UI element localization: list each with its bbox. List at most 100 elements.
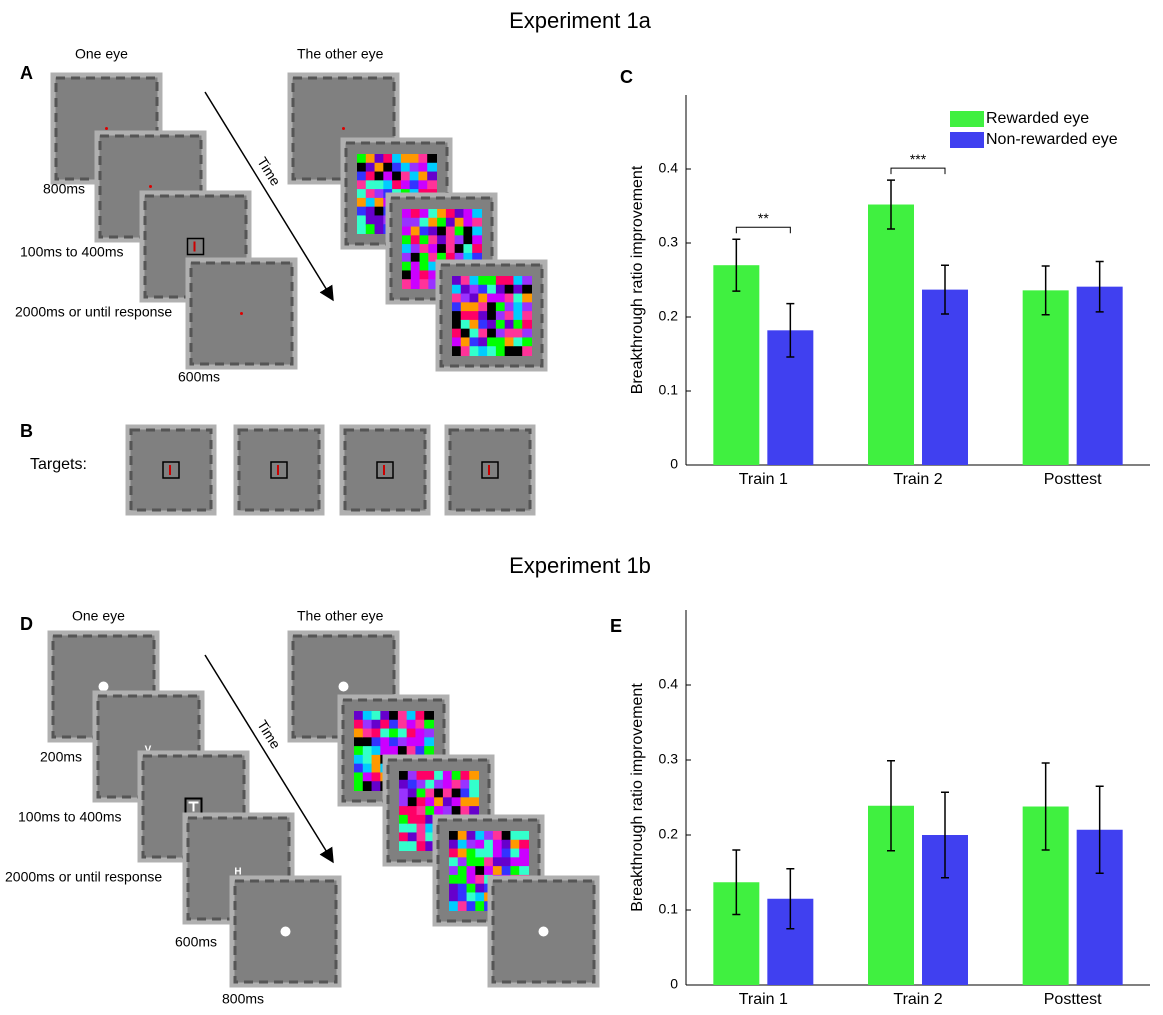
mask-patch: [467, 857, 477, 867]
mask-patch: [478, 276, 488, 286]
panel-letter: B: [20, 421, 33, 441]
mask-patch: [496, 302, 506, 312]
mask-patch: [496, 329, 506, 339]
mask-patch: [472, 227, 482, 237]
mask-patch: [458, 831, 468, 841]
mask-patch: [510, 866, 520, 876]
mask-patch: [407, 711, 417, 721]
stimulus-frame: [490, 878, 597, 985]
mask-patch: [496, 276, 506, 286]
mask-patch: [411, 244, 421, 254]
mask-patch: [449, 875, 459, 885]
legend-label: Rewarded eye: [986, 110, 1089, 127]
mask-patch: [478, 329, 488, 339]
mask-patch: [469, 789, 479, 799]
mask-patch: [452, 346, 462, 356]
mask-patch: [522, 285, 532, 295]
mask-patch: [401, 172, 411, 182]
stimulus-frame: [236, 427, 322, 513]
mask-patch: [502, 840, 512, 850]
mask-patch: [519, 866, 529, 876]
targets-label: Targets:: [30, 456, 87, 473]
mask-patch: [417, 780, 427, 790]
mask-patch: [375, 198, 385, 208]
mask-patch: [357, 207, 367, 217]
mask-patch: [417, 815, 427, 825]
mask-patch: [484, 840, 494, 850]
mask-patch: [458, 875, 468, 885]
duration-label: 600ms: [178, 369, 220, 385]
mask-patch: [496, 320, 506, 330]
y-tick-label: 0.2: [659, 826, 679, 842]
experiment-title: Experiment 1a: [509, 8, 652, 33]
mask-patch: [417, 824, 427, 834]
mask-patch: [478, 346, 488, 356]
mask-patch: [415, 729, 425, 739]
mask-patch: [383, 163, 393, 173]
mask-patch: [415, 746, 425, 756]
mask-patch: [372, 764, 382, 774]
mask-patch: [375, 189, 385, 199]
mask-patch: [363, 746, 373, 756]
mask-patch: [452, 285, 462, 295]
mask-patch: [354, 711, 364, 721]
y-tick-label: 0.2: [659, 308, 679, 324]
mask-patch: [467, 884, 477, 894]
mask-patch: [452, 797, 462, 807]
mask-patch: [452, 780, 462, 790]
duration-label: 100ms to 400ms: [18, 809, 122, 825]
mask-patch: [463, 244, 473, 254]
significance-bracket: [736, 227, 790, 233]
mask-patch: [380, 720, 390, 730]
x-tick-label: Posttest: [1044, 471, 1102, 488]
mask-patch: [455, 218, 465, 228]
mask-patch: [469, 806, 479, 816]
mask-patch: [475, 901, 485, 911]
mask-patch: [455, 235, 465, 245]
mask-patch: [460, 771, 470, 781]
panel-letter: E: [610, 616, 622, 636]
label: The other eye: [297, 608, 384, 624]
mask-patch: [470, 285, 480, 295]
mask-patch: [505, 276, 515, 286]
mask-patch: [389, 737, 399, 747]
stimulus-frame: [128, 427, 214, 513]
mask-patch: [461, 320, 471, 330]
mask-patch: [467, 849, 477, 859]
mask-patch: [449, 892, 459, 902]
fixation: [99, 682, 109, 692]
mask-patch: [399, 841, 409, 851]
mask-patch: [505, 294, 515, 304]
mask-patch: [380, 729, 390, 739]
mask-patch: [467, 892, 477, 902]
mask-patch: [357, 163, 367, 173]
mask-patch: [449, 884, 459, 894]
mask-patch: [380, 746, 390, 756]
mask-patch: [424, 720, 434, 730]
mask-patch: [354, 781, 364, 791]
mask-patch: [366, 189, 376, 199]
mask-patch: [513, 302, 523, 312]
mask-patch: [472, 244, 482, 254]
mask-patch: [418, 180, 428, 190]
mask-patch: [398, 729, 408, 739]
mask-patch: [496, 294, 506, 304]
mask-patch: [415, 720, 425, 730]
bar: [1023, 290, 1069, 465]
mask-patch: [505, 320, 515, 330]
mask-patch: [375, 180, 385, 190]
mask-patch: [375, 215, 385, 225]
stimulus-frame: [188, 260, 295, 367]
mask-patch: [434, 789, 444, 799]
arrow-label: Time: [254, 154, 284, 189]
mask-patch: [487, 337, 497, 347]
mask-patch: [417, 789, 427, 799]
mask-patch: [461, 337, 471, 347]
mask-patch: [407, 729, 417, 739]
mask-patch: [428, 235, 438, 245]
mask-patch: [372, 755, 382, 765]
mask-patch: [408, 841, 418, 851]
mask-patch: [461, 311, 471, 321]
mask-patch: [399, 806, 409, 816]
panel-letter: A: [20, 63, 33, 83]
